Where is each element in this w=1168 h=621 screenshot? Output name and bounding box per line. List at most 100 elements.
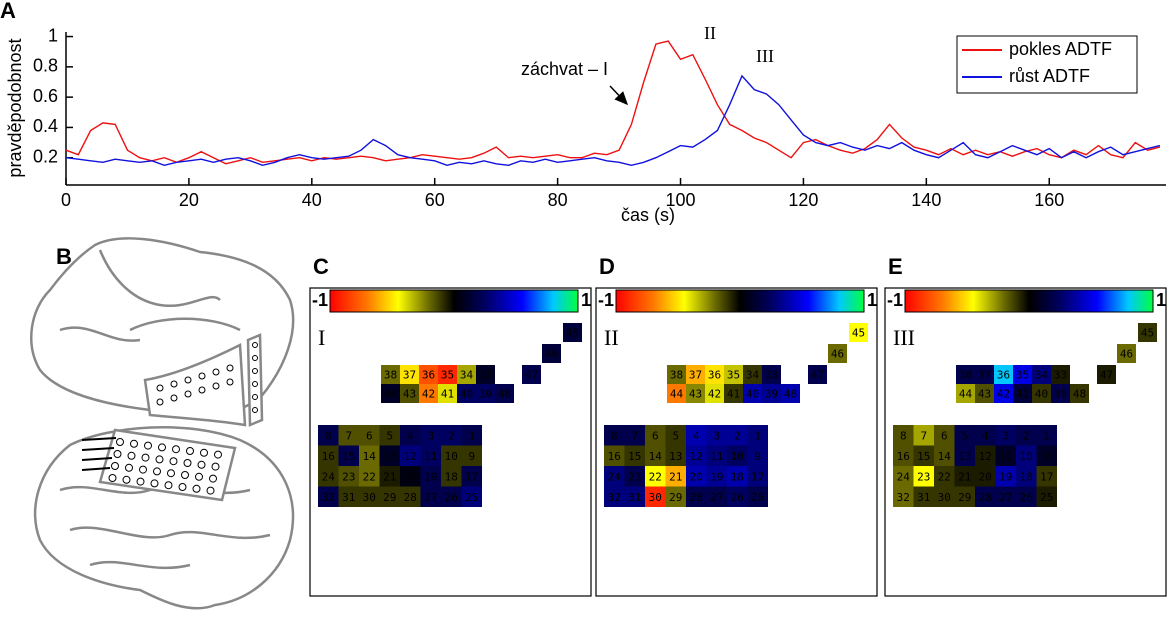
cell-label: 21: [669, 470, 682, 483]
cell-label: 38: [959, 369, 972, 382]
heatmap-cell: [956, 365, 975, 384]
cell-label: 1: [754, 429, 761, 442]
cell-label: 11: [424, 450, 437, 463]
heatmap-cell: [419, 384, 438, 403]
cell-label: 41: [727, 388, 740, 401]
cell-label: 46: [1120, 348, 1133, 361]
heatmap-cell: [359, 486, 380, 507]
heatmap-cell: [441, 425, 462, 446]
heatmap-cell: [318, 425, 339, 446]
heatmap-cell: [624, 486, 645, 507]
heatmap-cell: [1036, 486, 1057, 507]
y-tick-label: 0.8: [33, 56, 58, 76]
cell-label: 27: [424, 491, 437, 504]
heatmap-cell: [954, 425, 975, 446]
y-tick-label: 0.6: [33, 86, 58, 106]
cell-label: 37: [689, 369, 702, 382]
cell-label: 2: [448, 429, 455, 442]
heatmap-cell: [747, 466, 768, 487]
heatmap-cell: [1016, 486, 1037, 507]
heatmap-cell: [438, 384, 457, 403]
heatmap-cell: [1070, 384, 1089, 403]
cell-label: 32: [322, 491, 335, 504]
cell-label: 29: [383, 491, 396, 504]
cell-label: 40: [1035, 388, 1048, 401]
heatmap-cell: [461, 445, 482, 466]
cell-label: 23: [628, 470, 641, 483]
cell-label: 23: [342, 470, 355, 483]
heatmap-cell: [1051, 365, 1070, 384]
heatmap-cell: [995, 445, 1016, 466]
cell-label: 31: [917, 491, 930, 504]
heatmap-cell: [686, 384, 705, 403]
cell-label: 13: [958, 450, 971, 463]
heatmap-cell: [667, 365, 686, 384]
heatmap-cell: [747, 445, 768, 466]
heatmap-cell: [400, 425, 421, 446]
cell-label: 47: [811, 369, 824, 382]
heatmap-cell: [1016, 466, 1037, 487]
heatmap-cell: [934, 445, 955, 466]
x-tick-label: 120: [788, 190, 818, 210]
heatmap-cell: [995, 486, 1016, 507]
heatmap-cell: [522, 365, 541, 384]
heatmap-cell: [686, 365, 705, 384]
heatmap-cell: [400, 486, 421, 507]
heatmap-cell: [893, 486, 914, 507]
heatmap-cell: [461, 486, 482, 507]
cell-label: 3: [1002, 429, 1009, 442]
heatmap-cell: [495, 384, 514, 403]
cell-label: 19: [424, 470, 437, 483]
heatmap-cell: [476, 384, 495, 403]
cell-label: 39: [479, 388, 492, 401]
heatmap-cell: [457, 384, 476, 403]
cell-label: 42: [997, 388, 1010, 401]
heatmap-cell: [994, 365, 1013, 384]
heatmap-cell: [975, 466, 996, 487]
cell-label: 25: [751, 491, 764, 504]
cell-label: 17: [1040, 470, 1053, 483]
heatmap-cell: [1117, 344, 1136, 363]
heatmap-cell: [461, 425, 482, 446]
heatmap-cell: [604, 425, 625, 446]
heatmap-cell: [338, 466, 359, 487]
cell-label: 14: [363, 450, 377, 463]
cell-label: 20: [979, 470, 992, 483]
cell-label: 18: [1020, 470, 1033, 483]
heatmap-cell: [1016, 425, 1037, 446]
cell-label: 30: [938, 491, 951, 504]
heatmap-cell: [705, 384, 724, 403]
cell-label: 25: [465, 491, 478, 504]
cell-label: 4: [982, 429, 989, 442]
cell-label: 10: [731, 450, 744, 463]
cell-label: 46: [831, 348, 844, 361]
heatmap-cell: [893, 466, 914, 487]
cell-label: 46: [545, 348, 558, 361]
cell-label: 47: [1100, 369, 1113, 382]
cell-label: 30: [363, 491, 376, 504]
heatmap-cell: [686, 445, 707, 466]
cell-label: 27: [999, 491, 1012, 504]
heatmap-cell: [954, 466, 975, 487]
cell-label: 11: [999, 450, 1012, 463]
annotation: II: [704, 23, 716, 43]
cell-label: 35: [1016, 369, 1029, 382]
heatmap-cell: [400, 365, 419, 384]
cell-label: 44: [384, 388, 398, 401]
x-tick-label: 40: [302, 190, 322, 210]
cell-label: 5: [386, 429, 393, 442]
heatmap-cell: [441, 466, 462, 487]
cell-label: 16: [897, 450, 910, 463]
heatmap-cell: [975, 365, 994, 384]
cell-label: 36: [997, 369, 1010, 382]
cell-label: 42: [422, 388, 435, 401]
heatmap-cell: [934, 425, 955, 446]
cell-label: 41: [1016, 388, 1029, 401]
cell-label: 11: [710, 450, 723, 463]
cell-label: 37: [978, 369, 991, 382]
cell-label: 15: [628, 450, 641, 463]
cell-label: 7: [631, 429, 638, 442]
x-tick-label: 140: [911, 190, 941, 210]
heatmap-cell: [1036, 425, 1057, 446]
cell-label: 44: [959, 388, 973, 401]
